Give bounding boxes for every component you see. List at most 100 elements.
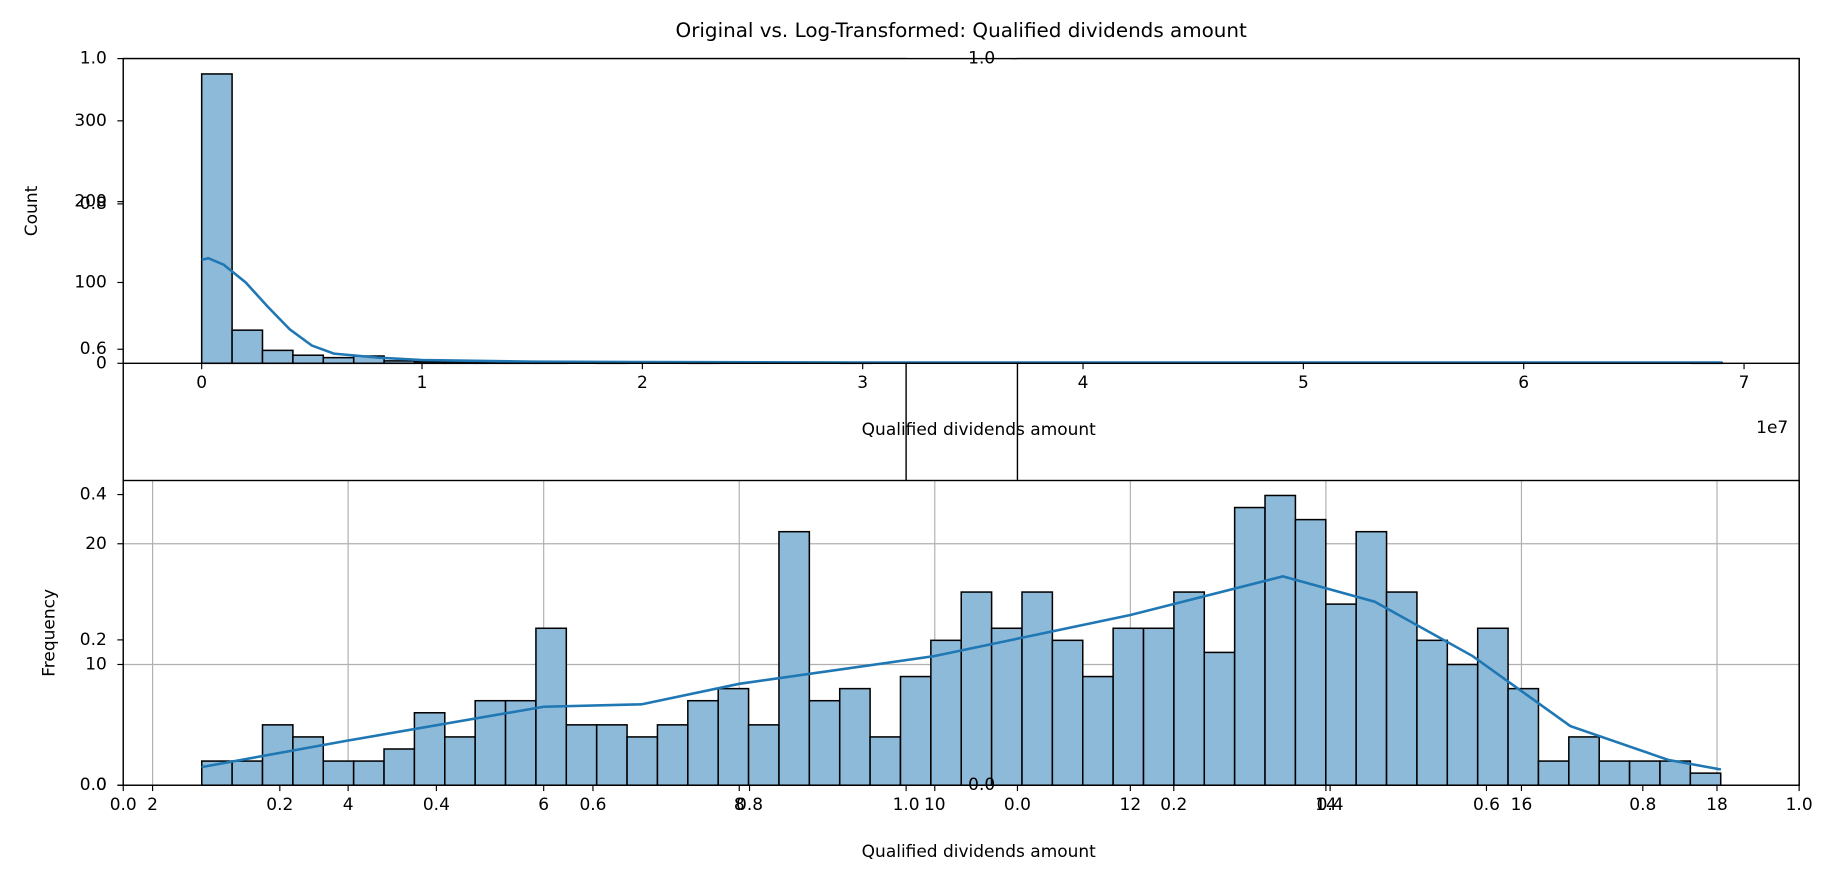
bar [838, 687, 871, 786]
x-tick-label: 0.0 [110, 795, 137, 815]
bar [1568, 736, 1600, 786]
axes-frame [122, 479, 1800, 786]
bar [930, 639, 963, 786]
y-tick-label: 300 [74, 111, 106, 131]
y-tick-label: 0.0 [80, 775, 107, 795]
bar [1446, 663, 1479, 786]
bar [1112, 627, 1145, 786]
kde-line [201, 575, 1722, 771]
x-tick-label: 0.6 [579, 795, 606, 815]
y-tick-label: 1.0 [80, 49, 107, 69]
bar [626, 736, 659, 786]
bar [1203, 651, 1236, 786]
x-tick-label: 0 [196, 373, 207, 393]
bar [352, 760, 385, 786]
figure-title: Original vs. Log-Transformed: Qualified … [676, 19, 1247, 42]
x-tick-label: 0.4 [423, 795, 450, 815]
bar [292, 354, 325, 365]
kde-line [201, 256, 1723, 364]
x-tick-label: 14 [1315, 795, 1337, 815]
y-tick-label: 0.8 [80, 194, 107, 214]
x-tick-label: 3 [857, 373, 868, 393]
x-tick-label: 5 [1298, 373, 1309, 393]
bar [322, 760, 355, 786]
y-tick-label: 200 [74, 192, 106, 212]
bar [1598, 760, 1631, 786]
bar [960, 591, 993, 786]
bar [261, 349, 294, 365]
x-tick-label: 0.2 [1160, 795, 1187, 815]
bar [383, 748, 416, 786]
bar [1294, 518, 1327, 786]
x-axis-label: Qualified dividends amount [862, 420, 1096, 440]
x-tick-label: 0.6 [1473, 795, 1500, 815]
x-tick-label: 12 [1120, 795, 1142, 815]
bar [778, 530, 811, 786]
bar [1416, 639, 1449, 786]
bar [1476, 627, 1509, 786]
bar [1537, 760, 1570, 786]
bar [1689, 772, 1722, 786]
y-tick-label: 0.4 [80, 485, 107, 505]
x-tick-label: 4 [1078, 373, 1089, 393]
x-tick-label: 2 [147, 795, 158, 815]
bar [1385, 591, 1418, 786]
plot-area [123, 58, 1800, 364]
bar [322, 356, 355, 365]
axes-frame [122, 57, 1800, 365]
bar [1081, 675, 1114, 786]
y-tick-label: 0.2 [80, 630, 107, 650]
x-tick-label: 6 [1518, 373, 1529, 393]
y-tick-label: 0.6 [80, 339, 107, 359]
bar [687, 699, 719, 786]
x-tick-label: 1 [417, 373, 428, 393]
x-offset-label: 1e7 [1756, 418, 1788, 438]
y-axis-label: Count [22, 185, 42, 236]
bar [1628, 760, 1661, 786]
y-tick-label: 10 [85, 654, 107, 674]
bar [1659, 760, 1692, 786]
bar [1325, 603, 1357, 786]
bar [200, 73, 233, 365]
bar [565, 724, 598, 786]
bar [899, 675, 932, 786]
bar [444, 736, 476, 786]
bar [1264, 494, 1297, 786]
bar [231, 329, 264, 365]
y-tick-label: 20 [85, 534, 107, 554]
y-tick-label: 0.0 [968, 775, 995, 795]
y-tick-label: 100 [74, 272, 106, 292]
bar [869, 736, 902, 786]
x-tick-label: 0.8 [736, 795, 763, 815]
bar [292, 736, 325, 786]
bar [1173, 591, 1206, 786]
x-tick-label: 6 [538, 795, 549, 815]
bar [717, 687, 750, 786]
x-tick-label: 18 [1706, 795, 1728, 815]
x-tick-label: 8 [734, 795, 745, 815]
x-tick-label: 2 [637, 373, 648, 393]
x-tick-label: 16 [1511, 795, 1533, 815]
bar [990, 627, 1023, 786]
bar [656, 724, 689, 786]
x-tick-label: 4 [343, 795, 354, 815]
bar [1051, 639, 1084, 786]
bar [231, 760, 264, 786]
x-tick-label: 0.2 [266, 795, 293, 815]
x-tick-label: 0.0 [1004, 795, 1031, 815]
y-tick-label: 0 [96, 353, 107, 373]
y-tick-label: 1.0 [968, 49, 995, 69]
x-axis-label: Qualified dividends amount [862, 842, 1096, 862]
x-tick-label: 1.0 [893, 795, 920, 815]
bar [747, 724, 780, 786]
bar [1021, 591, 1054, 786]
x-tick-label: 10 [924, 795, 946, 815]
bar [595, 724, 628, 786]
x-tick-label: 7 [1739, 373, 1750, 393]
bar [1142, 627, 1175, 786]
y-axis-label: Frequency [39, 589, 59, 677]
x-tick-label: 0.4 [1317, 795, 1344, 815]
bar [1507, 687, 1540, 786]
bar [808, 699, 841, 786]
bar [1233, 506, 1266, 786]
